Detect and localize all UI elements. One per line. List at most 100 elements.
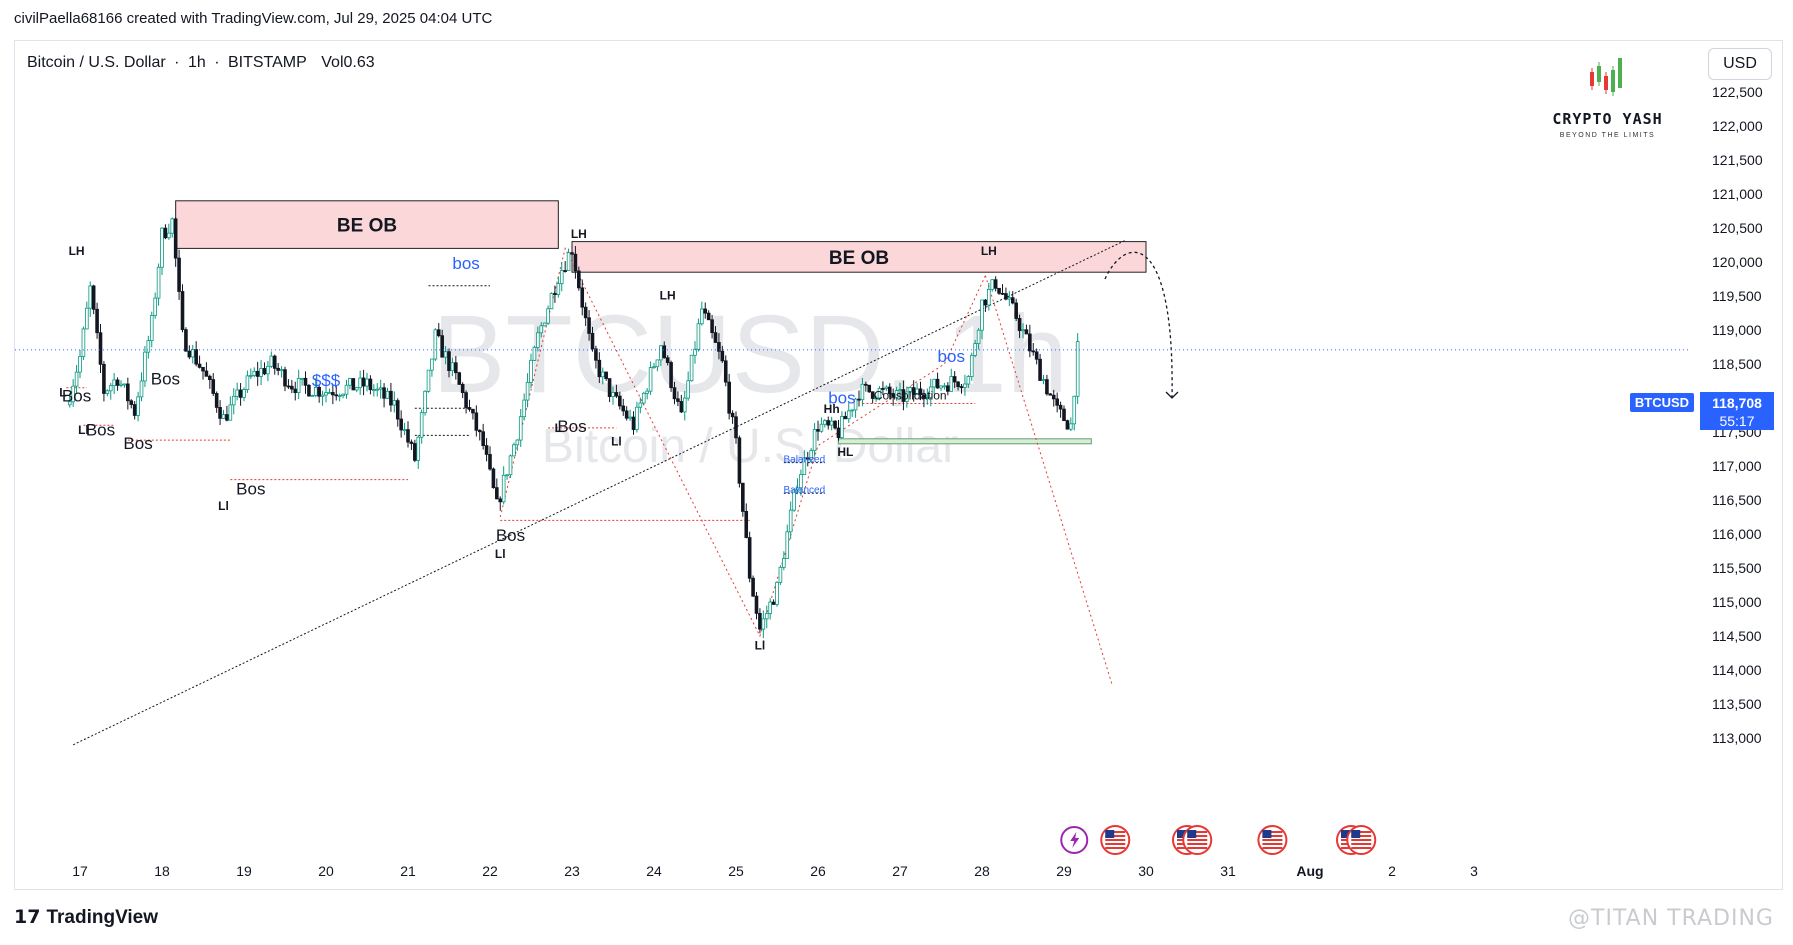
candle-body[interactable] (235, 389, 239, 397)
candle-body[interactable] (269, 355, 274, 367)
candle-body[interactable] (259, 368, 263, 377)
tradingview-footer[interactable]: 17 TradingView (14, 906, 158, 929)
candle-body[interactable] (993, 279, 998, 289)
candle-body[interactable] (836, 427, 841, 438)
candle-body[interactable] (160, 227, 164, 268)
candle-body[interactable] (648, 367, 653, 392)
candle-body[interactable] (143, 351, 147, 382)
candle-body[interactable] (153, 297, 157, 316)
candle-body[interactable] (471, 408, 475, 414)
candle-body[interactable] (577, 270, 581, 289)
candle-body[interactable] (645, 390, 649, 394)
candle-body[interactable] (303, 377, 308, 386)
candle-body[interactable] (1034, 351, 1039, 360)
candle-body[interactable] (1014, 302, 1018, 319)
candle-body[interactable] (358, 377, 362, 389)
candle-body[interactable] (190, 349, 195, 358)
candle-body[interactable] (860, 383, 865, 401)
candle-body[interactable] (354, 387, 359, 391)
candle-body[interactable] (255, 370, 260, 377)
us-flag-event-icon[interactable] (1346, 825, 1377, 855)
candle-body[interactable] (587, 317, 591, 334)
candle-body[interactable] (423, 390, 427, 414)
candle-body[interactable] (823, 420, 827, 425)
candle-body[interactable] (956, 381, 960, 387)
candle-body[interactable] (600, 371, 605, 378)
candle-body[interactable] (266, 365, 270, 375)
candle-body[interactable] (293, 388, 298, 393)
candle-body[interactable] (361, 377, 366, 387)
candle-body[interactable] (771, 601, 776, 605)
candle-body[interactable] (679, 401, 684, 413)
candle-body[interactable] (706, 312, 711, 321)
us-flag-event-icon[interactable] (1182, 825, 1213, 855)
candle-body[interactable] (464, 392, 468, 408)
candle-body[interactable] (730, 412, 735, 418)
candle-body[interactable] (385, 390, 390, 399)
candle-body[interactable] (460, 383, 465, 393)
candle-body[interactable] (238, 389, 243, 398)
candle-body[interactable] (775, 581, 779, 605)
candle-body[interactable] (590, 333, 595, 350)
candle-body[interactable] (505, 474, 509, 477)
candle-body[interactable] (638, 402, 643, 408)
candle-body[interactable] (737, 437, 742, 484)
candle-body[interactable] (529, 359, 533, 383)
candle-body[interactable] (102, 363, 106, 394)
candle-body[interactable] (594, 348, 598, 361)
candle-body[interactable] (378, 387, 383, 390)
candle-body[interactable] (194, 349, 198, 365)
candle-body[interactable] (536, 332, 540, 348)
candle-body[interactable] (320, 394, 325, 397)
candle-body[interactable] (556, 283, 561, 296)
candle-body[interactable] (840, 416, 844, 438)
candle-body[interactable] (997, 287, 1001, 294)
candle-body[interactable] (392, 400, 397, 406)
candle-body[interactable] (228, 404, 233, 421)
candle-body[interactable] (932, 378, 936, 388)
candle-body[interactable] (717, 342, 721, 352)
candle-body[interactable] (406, 429, 410, 443)
chart-annotation[interactable]: LH (660, 288, 676, 302)
candle-body[interactable] (132, 404, 137, 416)
candle-body[interactable] (331, 392, 335, 396)
candle-body[interactable] (474, 412, 479, 431)
candle-body[interactable] (758, 612, 762, 630)
candle-body[interactable] (146, 340, 151, 353)
candle-body[interactable] (607, 378, 612, 397)
candle-body[interactable] (659, 345, 663, 361)
candle-body[interactable] (484, 445, 489, 455)
candle-body[interactable] (843, 416, 848, 420)
candle-body[interactable] (1024, 329, 1029, 335)
candle-body[interactable] (1031, 350, 1036, 353)
candle-body[interactable] (1051, 394, 1056, 400)
candle-body[interactable] (669, 362, 673, 389)
candle-body[interactable] (754, 595, 759, 614)
candle-body[interactable] (88, 285, 93, 309)
candle-body[interactable] (546, 308, 550, 324)
candle-body[interactable] (864, 383, 868, 386)
candle-body[interactable] (768, 601, 772, 614)
candle-body[interactable] (788, 509, 793, 533)
candle-body[interactable] (454, 362, 458, 374)
candle-body[interactable] (272, 355, 277, 369)
candle-body[interactable] (389, 390, 393, 406)
candle-body[interactable] (597, 359, 602, 378)
candle-body[interactable] (262, 368, 267, 375)
candle-body[interactable] (624, 410, 629, 419)
candle-body[interactable] (1055, 398, 1059, 406)
candle-body[interactable] (177, 257, 181, 292)
candle-body[interactable] (983, 299, 988, 306)
candle-body[interactable] (867, 384, 872, 393)
candle-body[interactable] (621, 405, 626, 412)
candle-body[interactable] (78, 356, 82, 373)
candle-body[interactable] (1010, 297, 1015, 304)
candle-body[interactable] (949, 376, 954, 392)
candle-body[interactable] (225, 414, 229, 421)
candle-body[interactable] (874, 397, 878, 400)
candle-body[interactable] (1075, 341, 1080, 397)
candle-body[interactable] (819, 423, 824, 432)
candle-body[interactable] (81, 328, 86, 357)
candle-body[interactable] (809, 450, 813, 460)
candle-body[interactable] (884, 386, 889, 389)
